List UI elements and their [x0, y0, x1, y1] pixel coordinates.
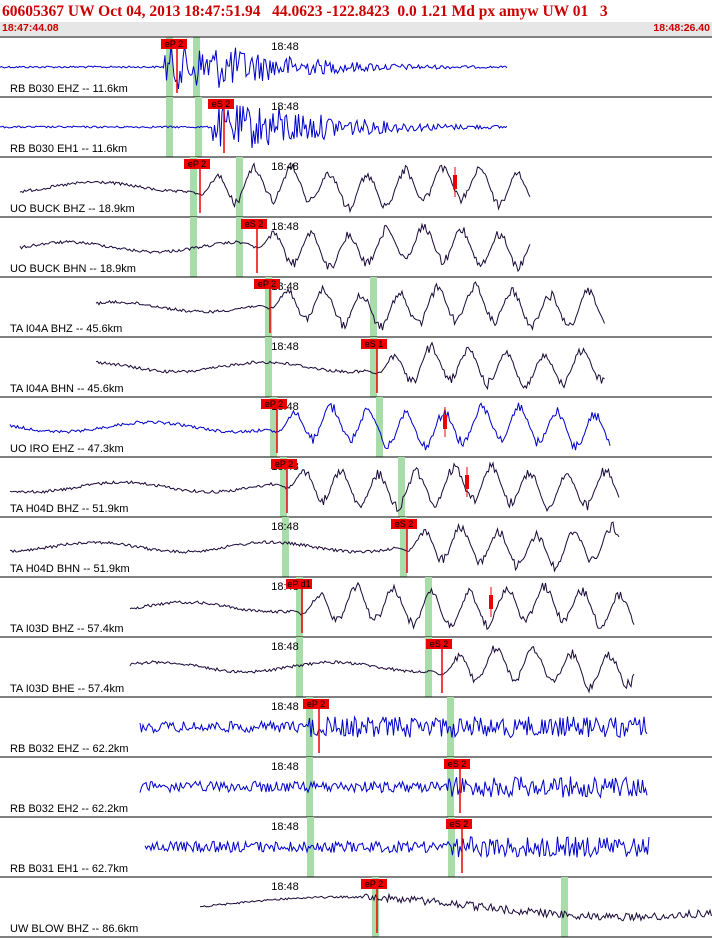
minute-tick-5: 18:48	[271, 341, 299, 353]
pick-window-7-1	[398, 457, 405, 517]
pick-window-3-0	[190, 217, 197, 277]
channel-label-11: RB B032 EHZ -- 62.2km	[10, 743, 129, 755]
pick-box-3	[241, 219, 267, 229]
time-bar	[0, 22, 712, 36]
channel-label-7: TA H04D BHZ -- 51.9km	[10, 503, 128, 515]
pick-window-6-1	[376, 397, 383, 457]
trace-8	[10, 521, 620, 573]
pick-label-2: eP 2	[188, 159, 206, 169]
minute-tick-2: 18:48	[271, 161, 299, 173]
event-header: 60605367 UW Oct 04, 2013 18:47:51.94 44.…	[2, 3, 608, 20]
channel-label-3: UO BUCK BHN -- 18.9km	[10, 263, 136, 275]
pick-window-14-0	[372, 877, 379, 937]
pick-label-6: eP 2	[265, 399, 283, 409]
pick-window-11-0	[306, 697, 313, 757]
pick-label-13: eS 2	[450, 819, 469, 829]
trace-2	[19, 162, 531, 214]
pick-box-11	[303, 699, 329, 709]
minute-tick-10: 18:48	[271, 641, 299, 653]
channel-label-9: TA I03D BHZ -- 57.4km	[10, 623, 124, 635]
pick-label-14: eP 2	[365, 879, 383, 889]
channel-label-2: UO BUCK BHZ -- 18.9km	[10, 203, 135, 215]
pick-window-4-0	[265, 277, 272, 337]
trace-12	[139, 776, 648, 799]
pick-label-12: eS 2	[448, 759, 467, 769]
pick-window-4-1	[370, 277, 377, 337]
pick-window-2-0	[190, 157, 197, 217]
pick-window-5-0	[265, 337, 272, 397]
channel-label-13: RB B031 EH1 -- 62.7km	[10, 863, 128, 875]
pick-label-1: eS 2	[212, 99, 231, 109]
trace-14	[199, 892, 712, 922]
trace-3	[19, 222, 531, 273]
pick-box-7	[271, 459, 297, 469]
channel-label-10: TA I03D BHE -- 57.4km	[10, 683, 124, 695]
trace-7	[9, 461, 620, 513]
minute-tick-1: 18:48	[271, 101, 299, 113]
pick-box-8	[391, 519, 417, 529]
pick-window-2-1	[236, 157, 243, 217]
pick-window-8-0	[282, 517, 289, 577]
pick-box-12	[444, 759, 470, 769]
minute-tick-8: 18:48	[271, 521, 299, 533]
pick-label-8: eS 2	[395, 519, 414, 529]
pick-window-14-1	[561, 877, 568, 937]
pick-window-3-1	[236, 217, 243, 277]
channel-label-1: RB B030 EH1 -- 11.6km	[10, 143, 127, 155]
pick-window-0-1	[193, 37, 200, 97]
pick-box-6	[261, 399, 287, 409]
minute-tick-11: 18:48	[271, 701, 299, 713]
pick-window-5-1	[370, 337, 377, 397]
pick-label-9: eP d1	[287, 579, 310, 589]
minute-tick-12: 18:48	[271, 761, 299, 773]
minute-tick-13: 18:48	[271, 821, 299, 833]
trace-11	[139, 715, 648, 739]
pick-window-8-1	[400, 517, 407, 577]
trace-6	[9, 402, 611, 451]
trace-10	[129, 645, 635, 694]
time-end-label: 18:48:26.40	[653, 22, 710, 34]
channel-label-14: UW BLOW BHZ -- 86.6km	[10, 923, 138, 935]
channel-label-5: TA I04A BHN -- 45.6km	[10, 383, 124, 395]
channel-label-12: RB B032 EH2 -- 62.2km	[10, 803, 128, 815]
pick-label-3: eS 2	[245, 219, 264, 229]
trace-0	[0, 45, 508, 89]
pick-box-4	[254, 279, 280, 289]
minute-tick-0: 18:48	[271, 41, 299, 53]
pick-label-5: eS 1	[365, 339, 384, 349]
trace-1	[0, 105, 508, 149]
trace-5	[95, 341, 605, 391]
pick-box-5	[361, 339, 387, 349]
minute-tick-14: 18:48	[271, 881, 299, 893]
pick-label-7: eP 2	[275, 459, 293, 469]
pick-box-0	[161, 39, 187, 49]
trace-9	[129, 581, 635, 631]
pick-window-10-1	[425, 637, 432, 697]
pick-window-9-1	[425, 577, 432, 637]
pick-box-14	[361, 879, 387, 889]
pick-box-2	[184, 159, 210, 169]
channel-label-8: TA H04D BHN -- 51.9km	[10, 563, 130, 575]
trace-13	[144, 836, 650, 859]
pick-window-0-0	[166, 37, 173, 97]
pick-box-9	[286, 579, 312, 589]
pick-label-10: eS 2	[430, 639, 449, 649]
pick-box-13	[446, 819, 472, 829]
pick-window-1-0	[166, 97, 173, 157]
pick-window-9-0	[296, 577, 303, 637]
channel-label-4: TA I04A BHZ -- 45.6km	[10, 323, 122, 335]
trace-4	[95, 281, 605, 331]
channel-label-6: UO IRO EHZ -- 47.3km	[10, 443, 124, 455]
pick-box-10	[426, 639, 452, 649]
time-start-label: 18:47:44.08	[2, 22, 59, 34]
pick-label-0: eP 2	[165, 39, 183, 49]
pick-box-1	[208, 99, 234, 109]
pick-label-11: eP 2	[307, 699, 325, 709]
pick-label-4: eP 2	[258, 279, 276, 289]
minute-tick-3: 18:48	[271, 221, 299, 233]
channel-label-0: RB B030 EHZ -- 11.6km	[10, 83, 128, 95]
pick-window-6-0	[270, 397, 277, 457]
